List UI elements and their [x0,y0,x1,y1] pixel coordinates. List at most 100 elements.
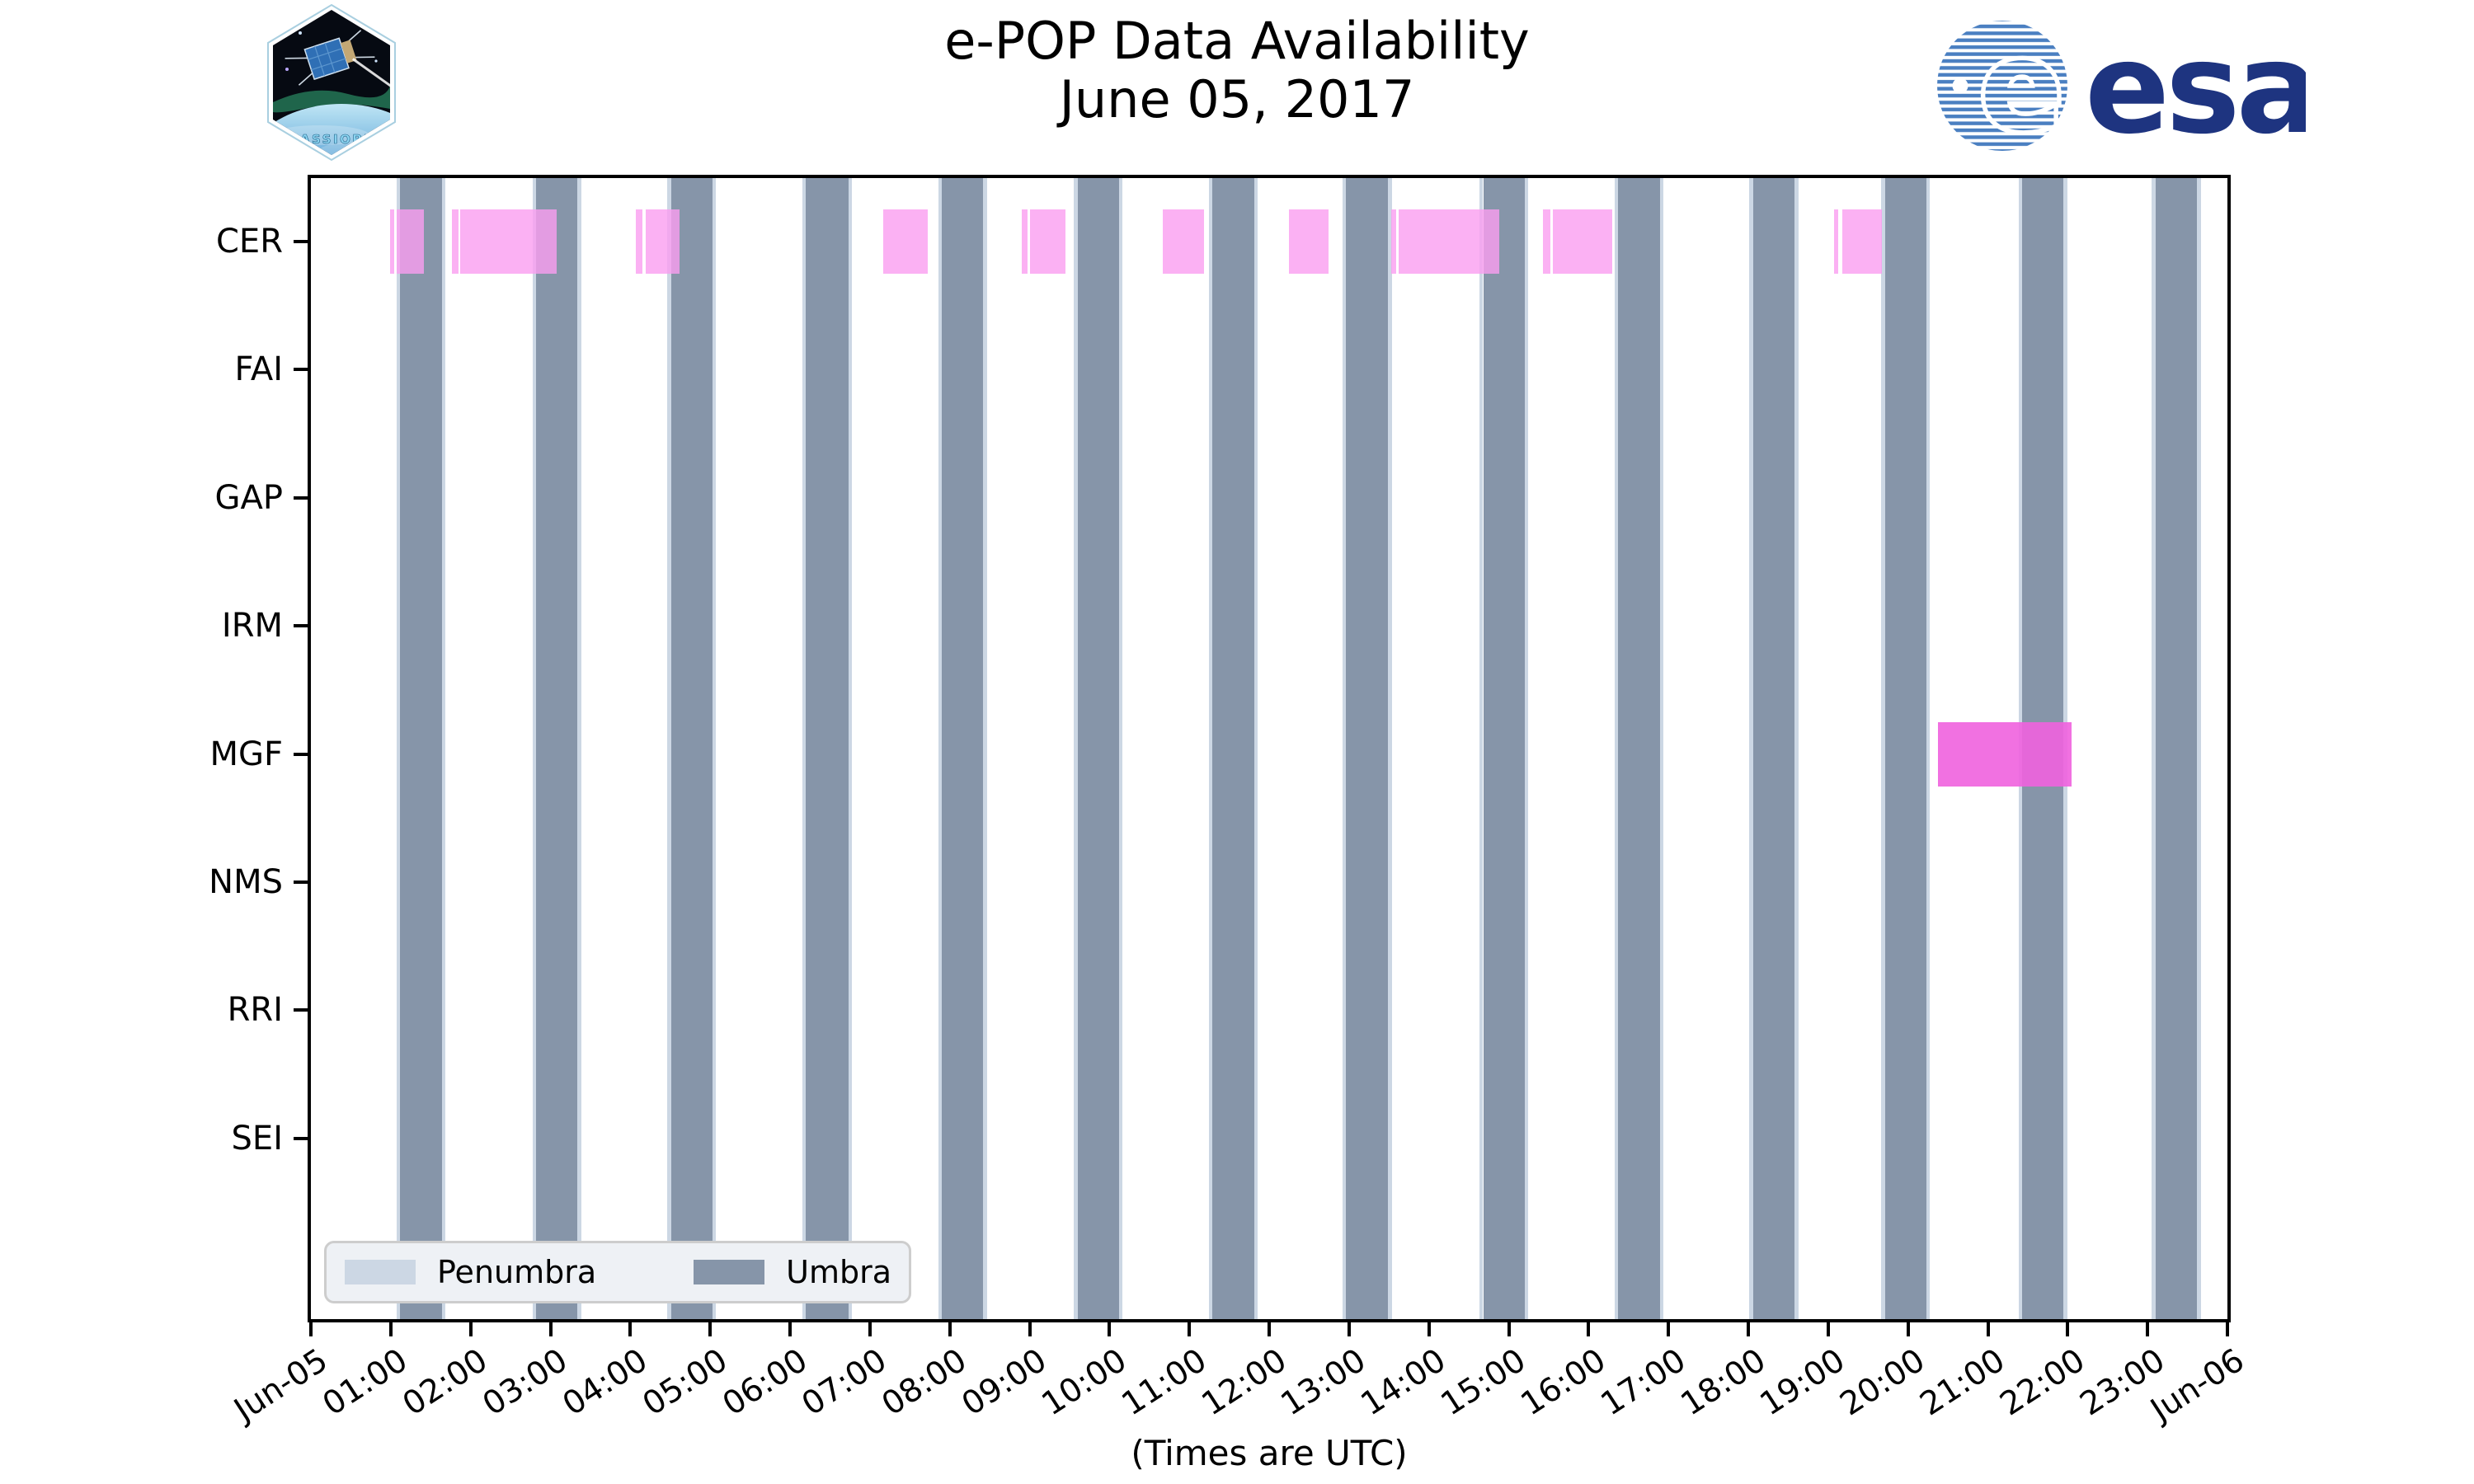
x-tick [468,1322,473,1336]
x-tick [309,1322,313,1336]
x-tick-label: 11:00 [1115,1341,1214,1424]
umbra-bar [1345,178,1389,1319]
x-tick [868,1322,872,1336]
penumbra-strip [1253,178,1258,1319]
x-tick [1028,1322,1032,1336]
penumbra-strip [1074,178,1078,1319]
x-tick [2066,1322,2070,1336]
esa-wordmark: esa [2085,16,2306,155]
y-tick-irm [294,624,308,628]
y-tick-label-nms: NMS [209,863,283,901]
x-tick [1906,1322,1910,1336]
umbra-bar [1212,178,1254,1319]
availability-bar-cer [1833,209,1839,274]
y-tick-nms [294,881,308,884]
penumbra-strip [397,178,401,1319]
availability-bar-cer [1391,209,1396,274]
umbra-bar [806,178,849,1319]
x-tick [2226,1322,2229,1336]
penumbra-strip [2152,178,2156,1319]
x-axis-label: (Times are UTC) [1131,1433,1408,1473]
x-tick [628,1322,633,1336]
availability-bar-cer [1021,209,1028,274]
legend-swatch-umbra [694,1260,765,1284]
penumbra-strip [1118,178,1123,1319]
penumbra-strip [441,178,446,1319]
availability-bar-cer [1398,209,1499,274]
x-tick-label: 14:00 [1354,1341,1453,1424]
umbra-bar [536,178,578,1319]
x-tick [1826,1322,1830,1336]
legend-label-umbra: Umbra [786,1254,892,1290]
umbra-bar [1077,178,1119,1319]
patch-satellite [285,30,390,92]
x-tick-label: 12:00 [1195,1341,1293,1424]
availability-bar-cer [645,209,680,274]
x-tick [1587,1322,1591,1336]
y-tick-label-gap: GAP [214,478,283,517]
esa-globe [1937,21,2067,151]
availability-bar-cer [1552,209,1613,274]
penumbra-strip [1388,178,1392,1319]
availability-bar-cer [389,209,394,274]
umbra-bar [400,178,442,1319]
availability-bar-cer [1289,209,1329,274]
penumbra-strip [1794,178,1799,1319]
penumbra-strip [2197,178,2201,1319]
availability-bar-cer [396,209,424,274]
penumbra-strip [1926,178,1931,1319]
plot-area: Penumbra Umbra [308,175,2231,1322]
y-tick-label-fai: FAI [234,350,284,389]
availability-bar-cer [883,209,928,274]
umbra-bar [1618,178,1660,1319]
x-tick [1108,1322,1112,1336]
penumbra-strip [1659,178,1663,1319]
penumbra-strip [983,178,987,1319]
penumbra-strip [577,178,581,1319]
availability-bar-cer [1029,209,1066,274]
x-tick [548,1322,553,1336]
x-tick [948,1322,952,1336]
plot-canvas [311,178,2227,1319]
penumbra-strip [667,178,671,1319]
umbra-bar [1483,178,1525,1319]
umbra-bar [941,178,984,1319]
penumbra-strip [1524,178,1529,1319]
umbra-bar [670,178,713,1319]
legend-label-penumbra: Penumbra [437,1254,597,1290]
y-tick-label-mgf: MGF [209,735,283,773]
chart-title-block: e-POP Data Availability June 05, 2017 [0,12,2474,129]
x-tick [1747,1322,1750,1336]
penumbra-strip [1749,178,1753,1319]
y-tick-fai [294,368,308,372]
x-tick [1986,1322,1990,1336]
penumbra-strip [1208,178,1213,1319]
availability-bar-cer [1163,209,1204,274]
y-tick-label-irm: IRM [221,607,283,646]
x-tick-label: 06:00 [716,1341,814,1424]
penumbra-strip [532,178,537,1319]
x-tick [1427,1322,1431,1336]
esa-logo: e esa [1937,16,2306,155]
availability-bar-cer [1842,209,1882,274]
x-tick [388,1322,393,1336]
x-tick-label: Jun-06 [2144,1341,2251,1430]
umbra-bar [1884,178,1926,1319]
availability-bar-mgf [1938,721,2072,787]
x-tick [1347,1322,1351,1336]
x-tick-label: 10:00 [1035,1341,1134,1424]
x-tick-label: 17:00 [1594,1341,1693,1424]
y-tick-label-sei: SEI [231,1119,283,1158]
x-tick [788,1322,792,1336]
penumbra-strip [938,178,942,1319]
x-tick [2146,1322,2150,1336]
x-tick-label: 05:00 [636,1341,735,1424]
x-tick-label: 01:00 [316,1341,415,1424]
penumbra-strip [713,178,717,1319]
x-tick-label: 22:00 [1993,1341,2092,1424]
chart-subtitle-date: June 05, 2017 [1059,69,1415,130]
x-tick-label: 16:00 [1514,1341,1613,1424]
y-tick-label-cer: CER [216,223,283,261]
availability-bar-cer [636,209,642,274]
availability-bar-cer [1543,209,1550,274]
